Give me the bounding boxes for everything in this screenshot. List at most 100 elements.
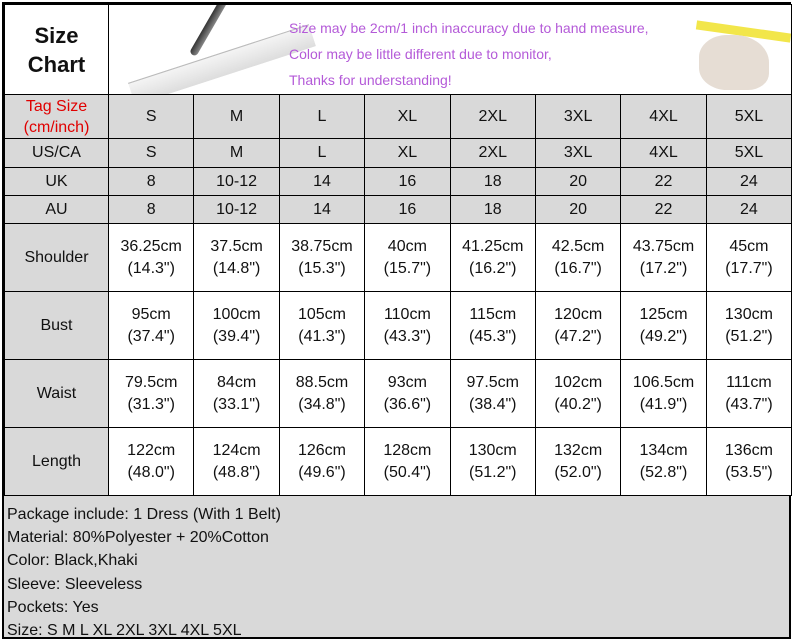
cm-value: 42.5cm bbox=[551, 237, 605, 255]
row-label-text: Waist bbox=[36, 384, 77, 402]
row-label: Waist bbox=[4, 359, 109, 428]
row-label-text: Shoulder bbox=[24, 248, 89, 266]
size-value: 24 bbox=[740, 200, 758, 218]
cm-value: 115cm bbox=[469, 305, 517, 323]
size-cell: XL bbox=[364, 138, 451, 168]
size-cell: 10-12 bbox=[193, 195, 280, 224]
inch-value: (50.4") bbox=[383, 463, 432, 481]
size-cell: 24 bbox=[705, 195, 793, 224]
size-cell: 20 bbox=[534, 195, 622, 224]
measurement-cell: 134cm (52.8") bbox=[620, 427, 707, 496]
size-cell: 16 bbox=[364, 167, 451, 196]
hand-icon bbox=[699, 35, 770, 90]
inch-value: (49.2") bbox=[639, 327, 688, 345]
size-value: 3XL bbox=[563, 144, 593, 161]
cm-value: 130cm bbox=[724, 305, 773, 323]
row-label-text: Bust bbox=[40, 316, 73, 334]
detail-line: Pockets: Yes bbox=[7, 598, 99, 616]
measurement-cell: 102cm (40.2") bbox=[534, 359, 622, 428]
detail-line: Package include: 1 Dress (With 1 Belt) bbox=[7, 506, 281, 523]
size-value: 22 bbox=[654, 172, 673, 190]
tag-size-cell: 3XL bbox=[534, 94, 622, 139]
cm-value: 45cm bbox=[729, 237, 769, 255]
cm-value: 41.25cm bbox=[462, 237, 524, 255]
inch-value: (15.3") bbox=[298, 259, 346, 277]
pen-icon bbox=[189, 5, 227, 57]
cm-value: 106.5cm bbox=[632, 373, 695, 391]
inch-value: (52.8") bbox=[639, 463, 688, 481]
size-cell: 2XL bbox=[449, 138, 536, 168]
cm-value: 79.5cm bbox=[124, 373, 178, 391]
tag-label-line: (cm/inch) bbox=[23, 118, 90, 136]
size-cell: 10-12 bbox=[193, 167, 280, 196]
size-value: 10-12 bbox=[216, 200, 258, 218]
size-cell: L bbox=[278, 138, 366, 168]
cm-value: 126cm bbox=[297, 441, 346, 459]
notes: Size may be 2cm/1 inch inaccuracy due to… bbox=[289, 15, 649, 93]
cm-value: 105cm bbox=[297, 305, 346, 323]
cm-value: 124cm bbox=[212, 441, 261, 459]
tag-size-label: Tag Size (cm/inch) bbox=[4, 94, 109, 139]
tag-size-cell: 5XL bbox=[705, 94, 793, 139]
note: Thanks for understanding! bbox=[289, 72, 452, 88]
measurement-cell: 128cm (50.4") bbox=[364, 427, 451, 496]
inch-value: (43.7") bbox=[725, 395, 773, 413]
measurement-cell: 79.5cm (31.3") bbox=[107, 359, 195, 428]
size-value: L bbox=[317, 144, 327, 161]
inch-value: (38.4") bbox=[469, 395, 517, 413]
size-value: 5XL bbox=[734, 144, 764, 161]
inch-value: (17.7") bbox=[725, 259, 773, 277]
measurement-cell: 130cm (51.2") bbox=[705, 291, 793, 360]
row-label-text: Length bbox=[32, 452, 81, 470]
size-row: UK 8 10-12 14 16 18 20 22 24 bbox=[4, 167, 793, 196]
header-row: Size Chart Size may be 2cm/1 inch inaccur… bbox=[4, 4, 793, 95]
measurement-cell: 105cm (41.3") bbox=[278, 291, 366, 360]
measurement-cell: 97.5cm (38.4") bbox=[449, 359, 536, 428]
measurement-cell: 93cm (36.6") bbox=[364, 359, 451, 428]
size-cell: S bbox=[107, 138, 195, 168]
size-value: 4XL bbox=[649, 107, 678, 125]
chart-title: Size Chart bbox=[4, 4, 109, 95]
size-cell: 24 bbox=[705, 167, 793, 196]
row-label: UK bbox=[4, 167, 109, 196]
size-value: 14 bbox=[313, 200, 331, 218]
note: Color may be little different due to mon… bbox=[289, 46, 552, 62]
inch-value: (41.3") bbox=[298, 327, 346, 345]
inch-value: (40.2") bbox=[554, 395, 602, 413]
size-cell: 18 bbox=[449, 167, 536, 196]
measurement-cell: 111cm (43.7") bbox=[705, 359, 793, 428]
inch-value: (48.8") bbox=[212, 463, 261, 481]
measurement-cell: 41.25cm (16.2") bbox=[449, 223, 536, 292]
size-value: 18 bbox=[483, 200, 502, 218]
row-label: US/CA bbox=[4, 138, 109, 168]
inch-value: (48.0") bbox=[127, 463, 175, 481]
cm-value: 97.5cm bbox=[466, 373, 519, 391]
cm-value: 120cm bbox=[554, 305, 603, 323]
size-row: US/CA S M L XL 2XL 3XL 4XL 5XL bbox=[4, 138, 793, 168]
tag-size-cell: M bbox=[193, 94, 280, 139]
size-value: 18 bbox=[483, 172, 502, 190]
inch-value: (39.4") bbox=[212, 327, 261, 345]
size-cell: 14 bbox=[278, 195, 366, 224]
measurement-row: Waist 79.5cm (31.3") 84cm (33.1") 88.5cm (34.8… bbox=[4, 359, 793, 428]
size-cell: 5XL bbox=[705, 138, 793, 168]
size-value: 22 bbox=[654, 200, 673, 218]
tag-size-cell: XL bbox=[364, 94, 451, 139]
size-cell: 22 bbox=[620, 167, 707, 196]
row-label-text: UK bbox=[45, 172, 68, 190]
cm-value: 37.5cm bbox=[210, 237, 263, 255]
size-cell: 4XL bbox=[620, 138, 707, 168]
size-value: S bbox=[145, 144, 157, 161]
cm-value: 136cm bbox=[724, 441, 773, 459]
size-value: 16 bbox=[398, 172, 417, 190]
size-table: Size Chart Size may be 2cm/1 inch inaccur… bbox=[4, 4, 793, 496]
cm-value: 36.25cm bbox=[120, 237, 182, 255]
tag-size-cell: 4XL bbox=[620, 94, 707, 139]
cm-value: 122cm bbox=[127, 441, 176, 459]
size-row: AU 8 10-12 14 16 18 20 22 24 bbox=[4, 195, 793, 224]
size-value: 3XL bbox=[563, 107, 593, 125]
inch-value: (37.4") bbox=[127, 327, 175, 345]
inch-value: (53.5") bbox=[725, 463, 773, 481]
size-cell: 8 bbox=[107, 195, 195, 224]
